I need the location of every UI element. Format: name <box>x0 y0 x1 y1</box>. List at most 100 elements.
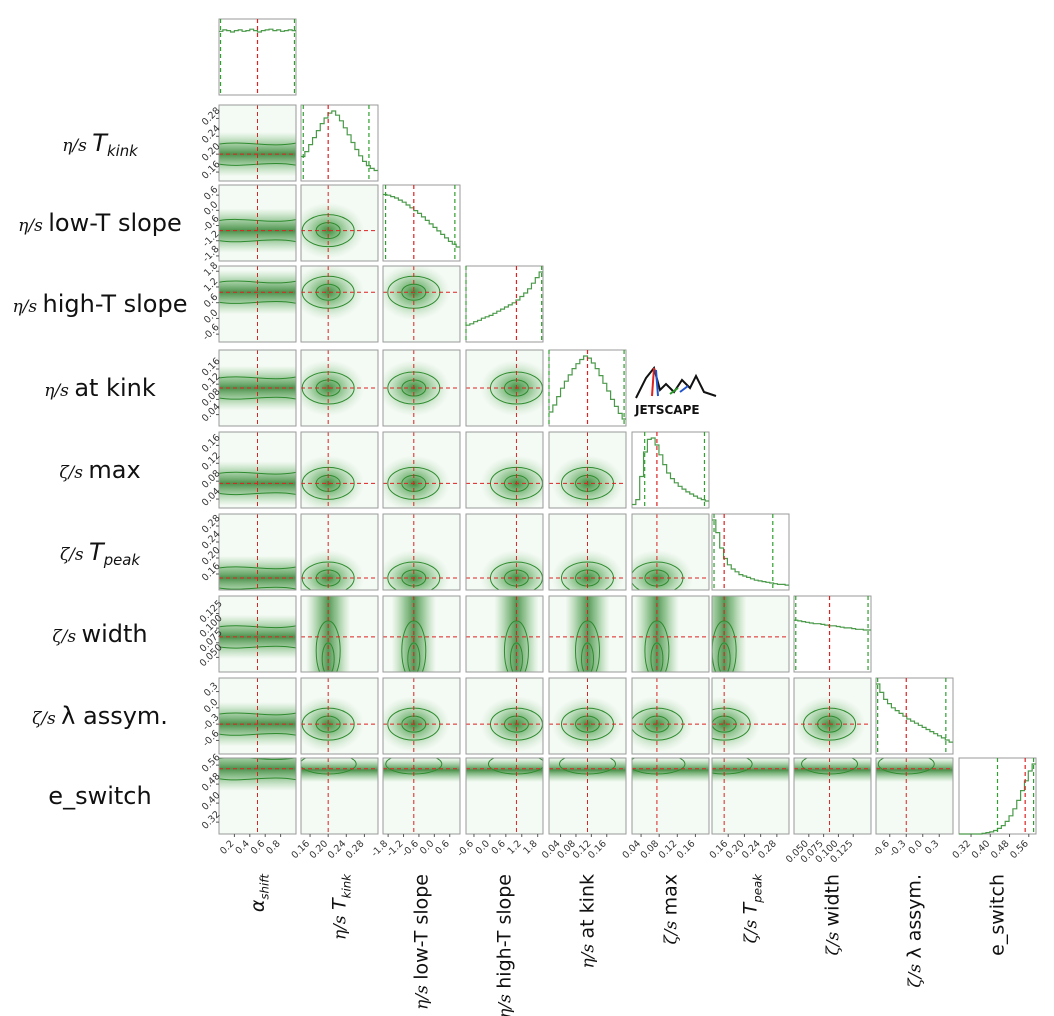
panel-frame <box>382 184 461 262</box>
x-tick-label: 0.16 <box>289 838 312 861</box>
x-tick-label: 0.0 <box>474 838 492 856</box>
panel-frame <box>300 757 379 835</box>
panel-frame <box>382 265 461 343</box>
density-panel-eta_at_kink-vs-eta_high_T_slope <box>465 349 544 427</box>
panel-grid: 0.160.200.240.28-1.8-1.2-0.60.00.6-0.60.… <box>198 18 1037 865</box>
col-label-text: αshift <box>247 874 272 913</box>
hist-panel-zeta_lambda_assym <box>875 677 954 755</box>
density-panel-eta_low_T_slope-vs-eta_T_kink <box>300 184 379 262</box>
col-label-eta_high_T_slope: η/s high-T slope <box>494 874 516 1016</box>
contour-inner <box>650 642 664 672</box>
row-label-e_switch: e_switch <box>48 782 151 810</box>
density-layer <box>383 432 460 508</box>
density-band <box>632 758 709 782</box>
panel-frame <box>548 513 627 591</box>
x-axis-eta_high_T_slope: -0.60.00.61.21.8 <box>455 834 540 859</box>
density-layer <box>549 596 626 672</box>
density-panel-zeta_width-vs-zeta_T_peak <box>711 595 790 673</box>
density-layer <box>219 678 296 754</box>
density-layer <box>632 678 709 754</box>
density-layer <box>301 514 378 590</box>
density-layer <box>466 758 543 834</box>
x-axis-alpha_shift: 0.20.40.60.8 <box>218 834 283 857</box>
histogram-step <box>301 110 378 172</box>
density-layer <box>301 432 378 508</box>
col-label-text: η/s Tkink <box>329 873 354 940</box>
jetscape-logo-accent-red <box>651 367 655 397</box>
panel-frame <box>300 677 379 755</box>
x-tick-label: 0.04 <box>620 838 643 861</box>
x-tick-label: 0.28 <box>344 838 367 861</box>
density-band <box>876 758 953 782</box>
density-layer <box>712 678 789 754</box>
density-layer <box>466 432 543 508</box>
density-layer <box>466 678 543 754</box>
contour-line <box>219 758 296 760</box>
contour-inner <box>717 642 731 672</box>
histogram-step <box>876 683 953 743</box>
contour-inner <box>321 642 335 672</box>
density-panel-zeta_T_peak-vs-eta_high_T_slope <box>465 513 544 591</box>
density-panel-zeta_lambda_assym-vs-alpha_shift <box>218 677 297 755</box>
x-tick-label: 0.3 <box>923 838 941 856</box>
jetscape-logo-accent-green <box>669 387 679 395</box>
x-tick-label: 1.8 <box>521 838 539 856</box>
panel-frame <box>218 513 297 591</box>
col-label-text: ζ/s width <box>822 874 844 955</box>
x-axis-zeta_max: 0.040.080.120.16 <box>620 834 698 861</box>
panel-frame <box>631 677 710 755</box>
y-tick-label: 0.0 <box>202 697 220 715</box>
density-panel-eta_high_T_slope-vs-alpha_shift <box>218 265 297 343</box>
contour-line <box>219 396 296 400</box>
density-layer <box>466 596 543 672</box>
density-panel-eta_high_T_slope-vs-eta_low_T_slope <box>382 265 461 343</box>
histogram-step <box>219 28 296 33</box>
row-label-zeta_T_peak: ζ/s Tpeak <box>60 538 141 569</box>
panel-frame <box>382 595 461 673</box>
density-panel-zeta_width-vs-eta_high_T_slope <box>465 595 544 673</box>
contour-line <box>219 732 296 736</box>
panel-frame <box>793 677 872 755</box>
density-blob <box>480 550 543 590</box>
density-panel-e_switch-vs-eta_high_T_slope <box>465 757 544 835</box>
panel-frame <box>631 757 710 835</box>
density-panel-zeta_width-vs-alpha_shift <box>218 595 297 673</box>
hist-panel-eta_T_kink <box>300 104 379 182</box>
y-tick-label: 0.0 <box>202 307 220 325</box>
panel-frame <box>465 349 544 427</box>
density-layer <box>219 514 296 590</box>
panel-frame <box>465 431 544 509</box>
panel-frame <box>382 349 461 427</box>
density-blob <box>632 550 693 590</box>
density-panel-eta_at_kink-vs-alpha_shift <box>218 349 297 427</box>
density-layer <box>219 432 296 508</box>
x-tick-label: 0.16 <box>675 838 698 861</box>
col-label-eta_T_kink: η/s Tkink <box>329 873 354 940</box>
density-layer <box>301 350 378 426</box>
col-label-zeta_width: ζ/s width <box>822 874 844 955</box>
col-label-text: η/s high-T slope <box>494 874 516 1016</box>
y-tick-label: 0.6 <box>202 292 220 310</box>
contour-line <box>219 492 296 496</box>
hist-panel-e_switch <box>958 757 1037 835</box>
panel-frame <box>300 595 379 673</box>
density-layer <box>794 678 871 754</box>
hist-panel-zeta_T_peak <box>711 513 790 591</box>
x-tick-label: -0.3 <box>887 838 908 859</box>
col-label-text: η/s low-T slope <box>411 874 433 1010</box>
density-panel-zeta_lambda_assym-vs-eta_low_T_slope <box>382 677 461 755</box>
density-panel-zeta_width-vs-eta_at_kink <box>548 595 627 673</box>
row-label-eta_low_T_slope: η/s low-T slope <box>18 209 182 237</box>
x-tick-label: 0.6 <box>489 838 507 856</box>
row-label-zeta_lambda_assym: ζ/s λ assym. <box>32 702 168 730</box>
panel-frame <box>711 757 790 835</box>
panel-frame <box>218 431 297 509</box>
x-tick-label: 0.24 <box>326 838 349 861</box>
density-panel-eta_low_T_slope-vs-alpha_shift <box>218 184 297 262</box>
contour-inner <box>509 642 523 672</box>
panel-frame <box>711 677 790 755</box>
row-labels: η/s Tkink η/s low-T slope η/s high-T slope… <box>13 129 188 810</box>
panel-frame <box>300 431 379 509</box>
